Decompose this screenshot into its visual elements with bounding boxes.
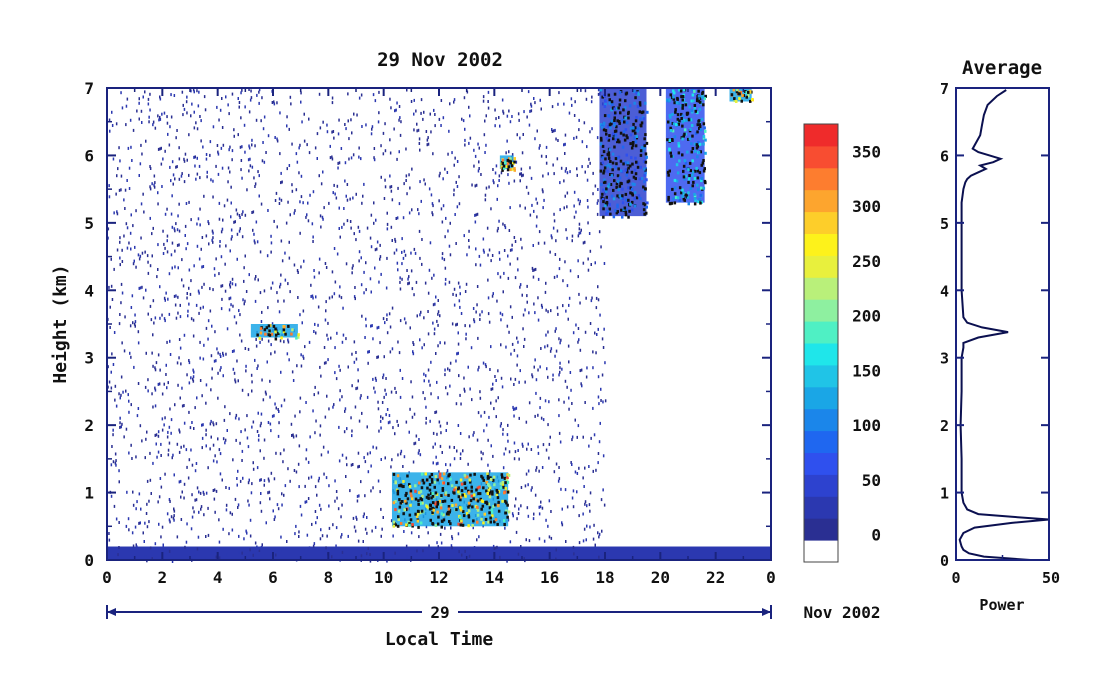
avg-x-tick-label: 50 — [1042, 569, 1060, 587]
chart-title: 29 Nov 2002 — [377, 49, 503, 71]
colorbar: 0 50 100 150 200 250 300 350 — [803, 123, 881, 563]
average-x-axis-label: Power — [979, 596, 1024, 614]
colorbar-swatch — [804, 255, 838, 278]
colorbar-swatch — [804, 124, 838, 147]
y-tick-label: 6 — [84, 146, 94, 165]
colorbar-tick-label: 200 — [852, 307, 881, 326]
y-tick-label: 2 — [84, 416, 94, 435]
avg-y-tick-label: 1 — [940, 485, 949, 503]
colorbar-swatch — [804, 167, 838, 191]
colorbar-swatch — [804, 189, 838, 213]
heatmap-noise-1 — [107, 88, 607, 563]
date-bar: 29 Nov 2002 — [106, 602, 881, 622]
heatmap-cloud-7 — [499, 155, 516, 172]
colorbar-tick-label: 150 — [852, 361, 881, 380]
x-tick-label: 2 — [158, 568, 168, 587]
y-tick-label: 1 — [84, 484, 94, 503]
y-axis-label: Height (km) — [50, 264, 71, 383]
x-tick-label: 14 — [485, 568, 504, 587]
colorbar-swatch — [804, 430, 838, 453]
date-bar-left-arrow — [107, 608, 116, 616]
heatmap-cloud-5 — [665, 88, 707, 206]
colorbar-swatch — [804, 211, 838, 234]
colorbar-tick-label: 250 — [852, 252, 881, 271]
x-tick-label: 0 — [102, 568, 112, 587]
y-tick-label: 5 — [84, 214, 94, 233]
avg-y-tick-label: 6 — [940, 147, 949, 165]
colorbar-swatch — [804, 277, 838, 300]
average-axis-ticks: 0 1 2 3 4 5 6 7 0 50 — [940, 80, 1060, 587]
y-tick-label: 3 — [84, 349, 94, 368]
colorbar-swatch — [804, 408, 838, 432]
average-title: Average — [962, 57, 1042, 79]
x-tick-label: 8 — [324, 568, 334, 587]
colorbar-frame — [803, 123, 839, 563]
y-tick-label: 7 — [84, 79, 94, 98]
colorbar-swatch — [804, 299, 838, 322]
x-tick-label: 20 — [651, 568, 670, 587]
x-axis-label: Local Time — [385, 629, 494, 650]
colorbar-swatch — [804, 452, 838, 475]
x-tick-label: 16 — [540, 568, 559, 587]
date-bar-right-arrow — [762, 608, 771, 616]
x-tick-label: 22 — [706, 568, 725, 587]
heatmap-cloud-3 — [391, 472, 511, 529]
avg-y-tick-label: 0 — [940, 552, 949, 570]
avg-x-tick-label: 0 — [951, 569, 960, 587]
heatmap-cloud-6 — [729, 88, 754, 103]
y-tick-label: 0 — [84, 551, 94, 570]
y-tick-label: 4 — [84, 281, 94, 300]
date-bar-month-label: Nov 2002 — [803, 603, 880, 622]
colorbar-tick-label: 300 — [852, 197, 881, 216]
colorbar-tick-label: 350 — [852, 142, 881, 161]
avg-y-tick-label: 2 — [940, 417, 949, 435]
average-power-line — [958, 89, 1050, 561]
colorbar-swatch — [804, 386, 838, 410]
colorbar-swatch — [804, 145, 838, 169]
heatmap-plot-area — [107, 88, 771, 563]
colorbar-swatch — [804, 233, 838, 256]
x-tick-label: 0 — [766, 568, 776, 587]
colorbar-swatch — [804, 518, 838, 541]
avg-y-tick-label: 5 — [940, 215, 949, 233]
x-tick-label: 18 — [595, 568, 614, 587]
colorbar-swatch — [804, 321, 838, 344]
avg-y-tick-label: 4 — [940, 282, 949, 300]
colorbar-tick-label: 100 — [852, 416, 881, 435]
heatmap-cloud-4 — [599, 88, 649, 219]
x-tick-label: 6 — [268, 568, 278, 587]
date-bar-day-label: 29 — [430, 603, 449, 622]
avg-y-tick-label: 7 — [940, 80, 949, 98]
colorbar-swatch — [804, 496, 838, 519]
colorbar-swatch — [804, 364, 838, 388]
colorbar-swatch — [804, 540, 838, 563]
colorbar-tick-label: 0 — [871, 526, 881, 545]
colorbar-swatch — [804, 474, 838, 497]
average-plot-area — [958, 89, 1050, 561]
x-tick-label: 10 — [374, 568, 393, 587]
x-tick-label: 12 — [429, 568, 448, 587]
colorbar-swatch — [804, 343, 838, 366]
x-tick-label: 4 — [213, 568, 223, 587]
colorbar-tick-label: 50 — [862, 471, 881, 490]
heatmap-cloud-2 — [250, 324, 300, 341]
avg-y-tick-label: 3 — [940, 350, 949, 368]
